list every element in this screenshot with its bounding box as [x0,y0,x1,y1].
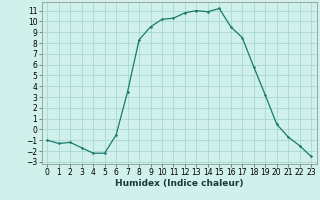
X-axis label: Humidex (Indice chaleur): Humidex (Indice chaleur) [115,179,244,188]
